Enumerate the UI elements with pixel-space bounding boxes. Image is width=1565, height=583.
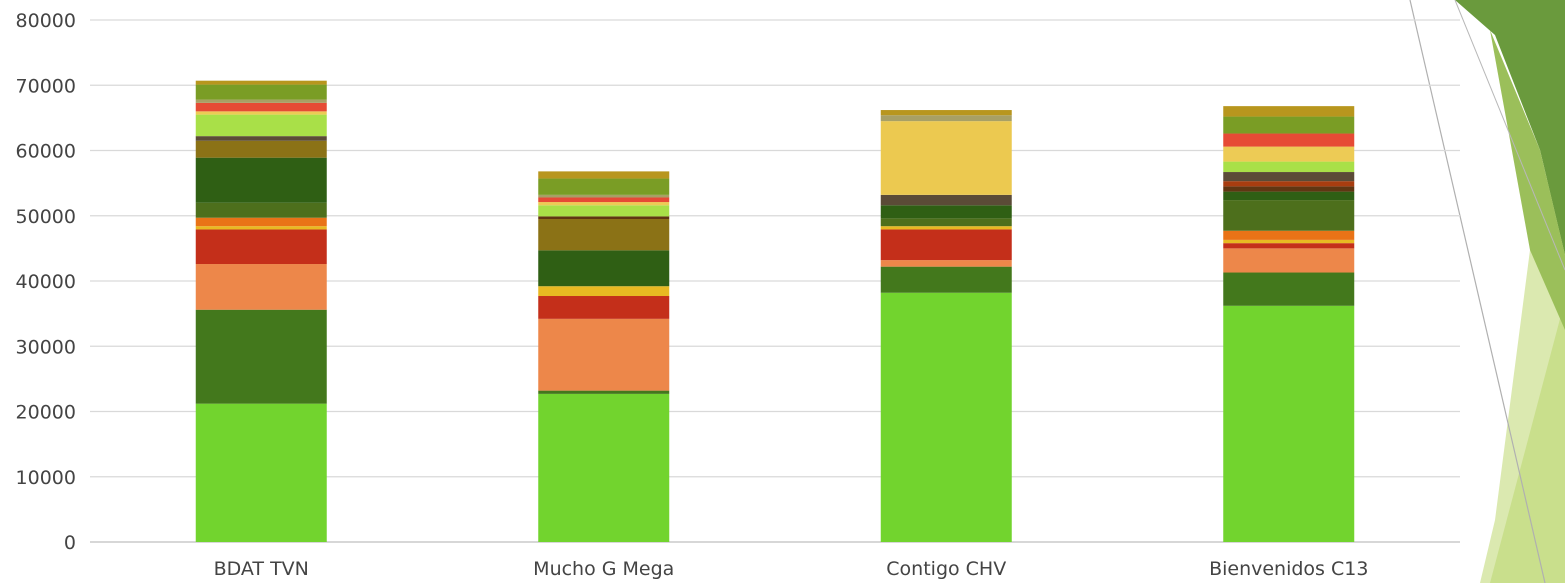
y-tick-label: 10000 xyxy=(16,467,76,489)
bar-segment xyxy=(195,264,327,310)
bar-segment xyxy=(880,194,1012,206)
bar-segment xyxy=(538,202,670,206)
bar-segment xyxy=(195,84,327,100)
bar-segment xyxy=(195,403,327,542)
bar-segment xyxy=(538,219,670,251)
bar-stack xyxy=(1223,106,1355,542)
bar-segment xyxy=(1223,230,1355,240)
bar-segment xyxy=(195,140,327,158)
bar-segment xyxy=(880,218,1012,227)
bar-segment xyxy=(195,80,327,85)
y-tick-label: 70000 xyxy=(16,75,76,97)
bar-segment xyxy=(538,205,670,217)
bar-segment xyxy=(538,216,670,220)
bar-segment xyxy=(538,286,670,297)
bar-segment xyxy=(195,136,327,141)
bar-segment xyxy=(538,296,670,319)
bar-segment xyxy=(1223,200,1355,231)
bar-segment xyxy=(1223,191,1355,201)
bar-segment xyxy=(880,121,1012,195)
bar-segment xyxy=(880,115,1012,122)
bar-segment xyxy=(195,309,327,404)
x-category-label: Mucho G Mega xyxy=(533,558,674,580)
bar-segment xyxy=(1223,172,1355,182)
bar-segment xyxy=(538,393,670,542)
y-tick-label: 50000 xyxy=(16,206,76,228)
bar-segment xyxy=(880,260,1012,267)
bar-segment xyxy=(1223,106,1355,117)
bar-segment xyxy=(195,202,327,218)
x-category-label: BDAT TVN xyxy=(214,558,309,580)
bars xyxy=(195,80,1355,542)
bar-segment xyxy=(1223,239,1355,244)
bar-segment xyxy=(1223,272,1355,306)
bar-segment xyxy=(1223,243,1355,249)
x-category-label: Contigo CHV xyxy=(886,558,1006,580)
bar-segment xyxy=(538,197,670,203)
bar-segment xyxy=(538,178,670,195)
y-tick-label: 60000 xyxy=(16,141,76,163)
bar-segment xyxy=(880,266,1012,293)
y-tick-label: 80000 xyxy=(16,10,76,32)
bar-segment xyxy=(538,250,670,287)
bar-segment xyxy=(195,99,327,103)
bar-segment xyxy=(1223,161,1355,173)
y-tick-label: 40000 xyxy=(16,271,76,293)
bar-segment xyxy=(1223,248,1355,273)
bar-stack xyxy=(195,80,327,542)
y-tick-label: 0 xyxy=(64,532,76,554)
bar-segment xyxy=(1223,305,1355,542)
bar-segment xyxy=(1223,181,1355,187)
bar-segment xyxy=(1223,116,1355,134)
y-axis-tick-labels: 0 10000 20000 30000 40000 50000 60000 70000 8000… xyxy=(16,10,76,554)
bar-segment xyxy=(195,226,327,230)
bar-stack xyxy=(538,171,670,542)
bar-segment xyxy=(1223,146,1355,162)
bar-stack xyxy=(880,110,1012,542)
bar-segment xyxy=(880,229,1012,261)
y-tick-label: 20000 xyxy=(16,402,76,424)
bar-segment xyxy=(538,171,670,179)
bar-segment xyxy=(1223,186,1355,192)
bar-segment xyxy=(195,114,327,137)
bar-segment xyxy=(195,102,327,112)
bar-segment xyxy=(880,205,1012,219)
bar-segment xyxy=(195,111,327,115)
bar-segment xyxy=(538,318,670,391)
bar-segment xyxy=(1223,133,1355,147)
bar-segment xyxy=(538,194,670,198)
bar-segment xyxy=(538,390,670,394)
y-tick-label: 30000 xyxy=(16,336,76,358)
bar-segment xyxy=(195,157,327,203)
bar-segment xyxy=(880,292,1012,542)
x-category-label: Bienvenidos C13 xyxy=(1209,558,1368,580)
bar-segment xyxy=(195,229,327,265)
bar-segment xyxy=(195,217,327,227)
x-axis-category-labels: BDAT TVN Mucho G Mega Contigo CHV Bienvenid… xyxy=(214,558,1369,580)
bar-segment xyxy=(880,110,1012,116)
bar-segment xyxy=(880,226,1012,230)
